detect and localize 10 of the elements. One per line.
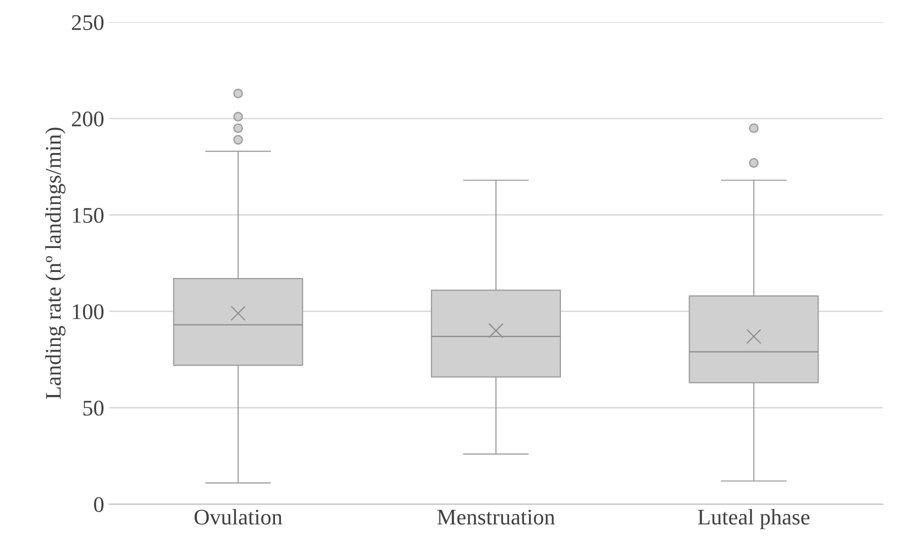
y-tick-label: 250 <box>72 15 104 30</box>
x-tick-label: Luteal phase <box>698 509 810 530</box>
y-tick-label: 50 <box>83 400 104 416</box>
y-tick-label: 200 <box>72 111 104 126</box>
y-axis-title: Landing rate (nº landings/min) <box>45 128 66 399</box>
y-tick-label: 0 <box>94 497 104 512</box>
x-tick-label: Menstruation <box>437 510 555 525</box>
y-tick-label: 150 <box>72 208 104 223</box>
x-tick-label: Ovulation <box>194 509 282 525</box>
y-tick-label: 100 <box>72 304 104 320</box>
